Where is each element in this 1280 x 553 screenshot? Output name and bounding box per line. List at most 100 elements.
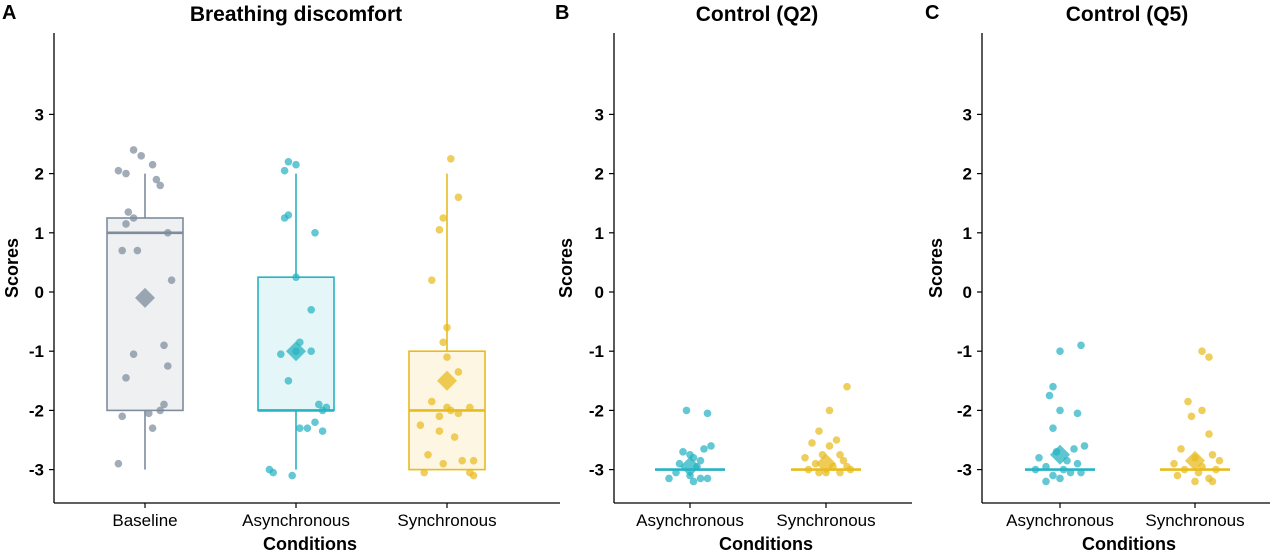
y-axis-title: Scores — [2, 238, 22, 298]
data-point — [129, 214, 138, 222]
data-point — [454, 368, 463, 376]
data-point — [1066, 468, 1075, 477]
data-point — [284, 377, 293, 385]
data-point — [1035, 453, 1043, 462]
y-tick-label: 1 — [963, 224, 972, 243]
data-point — [1056, 406, 1064, 415]
data-point — [1180, 465, 1189, 474]
panel-letter: B — [555, 2, 569, 24]
data-point — [122, 220, 130, 228]
series-synchronous — [408, 155, 486, 480]
data-point — [148, 160, 157, 169]
data-point — [839, 456, 848, 465]
x-tick-label: Asynchronous — [1006, 511, 1114, 530]
x-tick-label: Baseline — [112, 511, 177, 530]
data-point — [164, 362, 172, 370]
data-point — [443, 353, 451, 361]
data-point — [689, 477, 698, 486]
data-point — [469, 471, 478, 480]
data-point — [811, 459, 820, 468]
data-point — [1205, 430, 1213, 438]
data-point — [114, 459, 123, 468]
y-tick-label: 2 — [595, 165, 604, 184]
mean-marker — [680, 456, 700, 477]
data-point — [1177, 445, 1185, 453]
mean-marker — [816, 453, 836, 474]
data-point — [439, 214, 448, 222]
data-point — [114, 166, 123, 175]
x-tick-label: Synchronous — [776, 511, 875, 530]
y-tick-label: -3 — [589, 461, 604, 480]
panel-title: Control (Q5) — [1066, 3, 1188, 26]
x-axis-title: Conditions — [263, 534, 357, 553]
data-point — [160, 341, 168, 350]
data-point — [1170, 459, 1178, 468]
y-tick-label: 1 — [35, 224, 44, 243]
panel-a: A Breathing discomfort -3 -2 -1 0 1 2 3 Scores Bas… — [2, 2, 560, 553]
data-point — [815, 427, 823, 435]
x-axis-title: Conditions — [719, 534, 813, 553]
data-point — [424, 451, 432, 459]
mean-marker — [1185, 450, 1205, 471]
x-axis-title: Conditions — [1082, 534, 1176, 553]
y-tick-label: -3 — [957, 461, 972, 480]
y-tick-label: -1 — [957, 342, 972, 361]
data-point — [435, 427, 444, 435]
data-point — [804, 465, 813, 474]
data-point — [318, 406, 327, 415]
data-point — [277, 350, 285, 358]
data-point — [1045, 391, 1054, 400]
y-tick-label: 0 — [35, 283, 44, 302]
data-point — [1077, 468, 1085, 477]
data-point — [122, 169, 130, 178]
data-point — [124, 208, 133, 216]
data-point — [696, 456, 705, 465]
data-point — [696, 474, 705, 483]
data-point — [1077, 341, 1085, 350]
data-point — [846, 465, 855, 474]
data-point — [1073, 409, 1082, 418]
data-point — [1073, 459, 1082, 468]
data-point — [801, 453, 809, 462]
series-asynchronous — [655, 406, 725, 486]
y-tick-label: 0 — [963, 283, 972, 302]
data-point — [280, 214, 289, 222]
data-point — [815, 468, 823, 477]
data-point — [315, 400, 323, 409]
y-axis-title: Scores — [556, 238, 576, 298]
data-point — [454, 409, 463, 418]
data-point — [318, 427, 327, 435]
data-point — [707, 442, 715, 450]
y-tick-label: -2 — [29, 401, 44, 420]
mean-marker — [437, 370, 457, 391]
y-tick-label: -1 — [589, 342, 604, 361]
data-point — [825, 442, 834, 450]
y-tick-label: -2 — [589, 401, 604, 420]
data-point — [466, 403, 474, 412]
mean-marker — [1050, 444, 1070, 465]
y-tick-label: 1 — [595, 224, 604, 243]
data-point — [156, 406, 164, 415]
data-point — [1049, 382, 1057, 391]
data-point — [1049, 424, 1057, 432]
data-point — [665, 474, 673, 483]
data-point — [160, 400, 168, 409]
data-point — [843, 382, 851, 391]
mean-marker — [135, 287, 155, 308]
y-tick-label: 3 — [595, 105, 604, 124]
data-point — [447, 406, 455, 415]
data-point — [428, 397, 436, 406]
y-tick-label: 0 — [595, 283, 604, 302]
y-tick-label: 3 — [35, 105, 44, 124]
data-point — [1059, 465, 1068, 474]
data-point — [156, 181, 164, 190]
panel-letter: C — [925, 2, 939, 24]
mean-marker — [286, 341, 306, 362]
data-point — [303, 424, 312, 432]
data-point — [1205, 353, 1213, 361]
data-point — [280, 166, 289, 175]
data-point — [118, 412, 126, 421]
data-point — [1208, 451, 1217, 459]
data-point — [808, 439, 816, 447]
